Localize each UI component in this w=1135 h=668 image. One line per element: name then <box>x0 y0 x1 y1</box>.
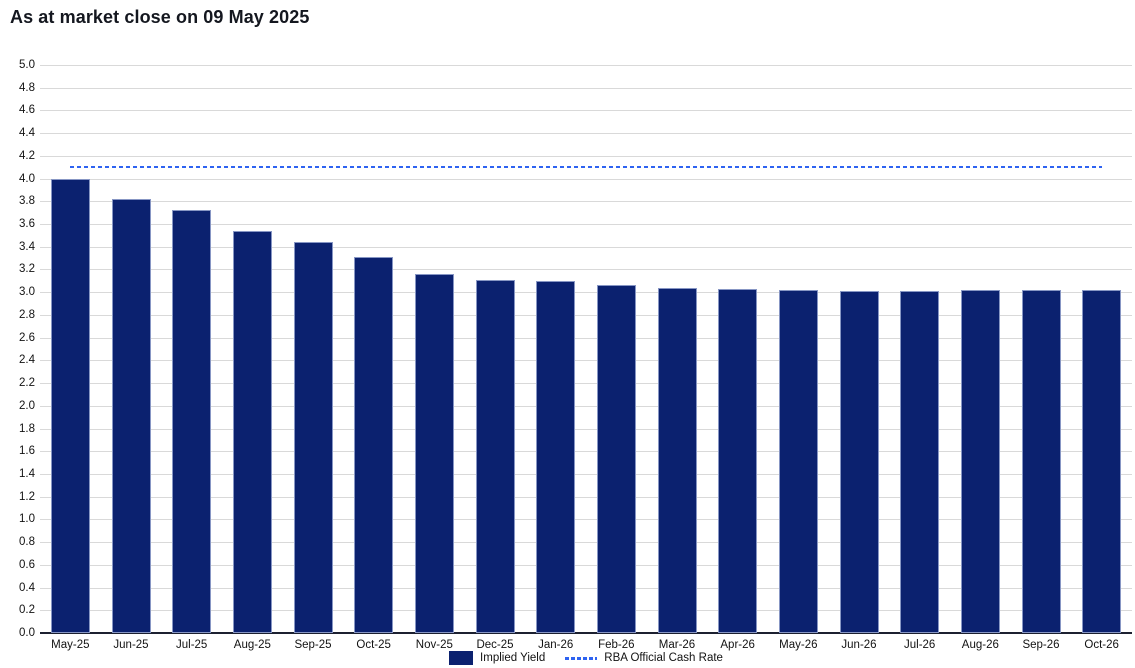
x-axis-baseline <box>40 632 1132 634</box>
y-tick-label: 1.4 <box>19 467 35 480</box>
gridline <box>40 133 1132 135</box>
x-tick-label: Sep-25 <box>294 639 332 651</box>
bar <box>900 291 940 633</box>
y-tick-label: 3.2 <box>19 263 35 276</box>
legend-item-implied-yield: Implied Yield <box>449 651 545 665</box>
y-tick-label: 0.4 <box>19 581 35 594</box>
bar <box>111 199 151 633</box>
gridline <box>40 428 1132 430</box>
x-tick-label: Jul-26 <box>903 639 936 651</box>
y-tick-label: 4.0 <box>19 172 35 185</box>
y-tick-label: 5.0 <box>19 59 35 71</box>
y-tick-label: 2.2 <box>19 377 35 390</box>
gridline <box>40 269 1132 271</box>
gridline <box>40 405 1132 407</box>
bar <box>172 210 212 633</box>
bar <box>1021 289 1061 633</box>
gridline <box>40 451 1132 453</box>
y-tick-label: 4.4 <box>19 127 35 140</box>
y-tick-label: 3.6 <box>19 218 35 231</box>
y-tick-label: 2.0 <box>19 399 35 412</box>
bar <box>354 256 394 633</box>
y-tick-label: 1.2 <box>19 490 35 503</box>
y-tick-label: 4.2 <box>19 149 35 162</box>
gridline <box>40 473 1132 475</box>
x-tick-label: Nov-25 <box>415 639 453 651</box>
rba-dashed-line-swatch-icon <box>565 656 598 660</box>
y-tick-label: 1.6 <box>19 445 35 458</box>
gridline <box>40 110 1132 112</box>
gridline <box>40 224 1132 226</box>
gridline <box>40 610 1132 612</box>
bar <box>718 288 758 633</box>
y-tick-label: 4.8 <box>19 81 35 94</box>
gridline <box>40 65 1132 66</box>
rba-dashed-line <box>70 166 1102 169</box>
gridline <box>40 542 1132 544</box>
legend: Implied Yield RBA Official Cash Rate <box>40 651 1132 665</box>
y-tick-label: 4.6 <box>19 104 35 117</box>
bar <box>839 291 879 633</box>
gridline <box>40 337 1132 339</box>
x-tick-label: May-26 <box>779 639 818 651</box>
x-tick-label: Mar-26 <box>658 639 696 651</box>
y-tick-label: 0.6 <box>19 558 35 571</box>
gridline <box>40 519 1132 521</box>
y-tick-label: 1.8 <box>19 422 35 435</box>
y-tick-label: 1.0 <box>19 513 35 526</box>
bar <box>536 280 576 633</box>
gridline <box>40 360 1132 362</box>
implied-yield-swatch-icon <box>449 651 474 665</box>
chart-title: As at market close on 09 May 2025 <box>10 7 310 27</box>
y-tick-label: 0.2 <box>19 604 35 617</box>
bar <box>414 274 454 633</box>
y-tick-label: 3.4 <box>19 240 35 253</box>
x-tick-label: May-25 <box>51 639 90 651</box>
gridline <box>40 314 1132 316</box>
x-tick-label: Jul-25 <box>175 639 208 651</box>
bar <box>960 289 1000 633</box>
gridline <box>40 155 1132 157</box>
x-tick-label: Aug-25 <box>233 639 271 651</box>
x-tick-label: Jan-26 <box>538 639 574 651</box>
x-tick-label: Apr-26 <box>720 639 755 651</box>
bar <box>657 287 697 633</box>
x-tick-label: Jun-25 <box>113 639 149 651</box>
bar <box>778 289 818 633</box>
bar <box>50 178 90 633</box>
gridline <box>40 201 1132 203</box>
gridline <box>40 246 1132 248</box>
gridline <box>40 587 1132 589</box>
y-tick-label: 0.0 <box>19 627 35 639</box>
bar <box>293 242 333 633</box>
bar <box>475 279 515 633</box>
gridline <box>40 292 1132 294</box>
gridline <box>40 178 1132 180</box>
bar <box>596 285 636 633</box>
y-tick-label: 2.4 <box>19 354 35 367</box>
x-tick-label: Jun-26 <box>841 639 877 651</box>
x-tick-label: Sep-26 <box>1022 639 1060 651</box>
x-tick-label: Dec-25 <box>476 639 514 651</box>
y-tick-label: 3.0 <box>19 286 35 299</box>
legend-item-rba-cash-rate: RBA Official Cash Rate <box>565 652 723 664</box>
legend-label-rba-cash-rate: RBA Official Cash Rate <box>604 652 723 664</box>
y-tick-label: 3.8 <box>19 195 35 208</box>
gridline <box>40 496 1132 498</box>
bar <box>1082 289 1122 633</box>
x-tick-label: Aug-26 <box>961 639 999 651</box>
gridline <box>40 564 1132 566</box>
y-tick-label: 2.6 <box>19 331 35 344</box>
x-tick-label: Oct-25 <box>356 639 391 651</box>
x-tick-label: Oct-26 <box>1084 639 1119 651</box>
y-tick-label: 0.8 <box>19 536 35 549</box>
gridline <box>40 87 1132 89</box>
gridline <box>40 383 1132 385</box>
x-tick-label: Feb-26 <box>598 639 635 651</box>
bar <box>232 230 272 633</box>
legend-label-implied-yield: Implied Yield <box>480 652 546 664</box>
y-tick-label: 2.8 <box>19 308 35 321</box>
